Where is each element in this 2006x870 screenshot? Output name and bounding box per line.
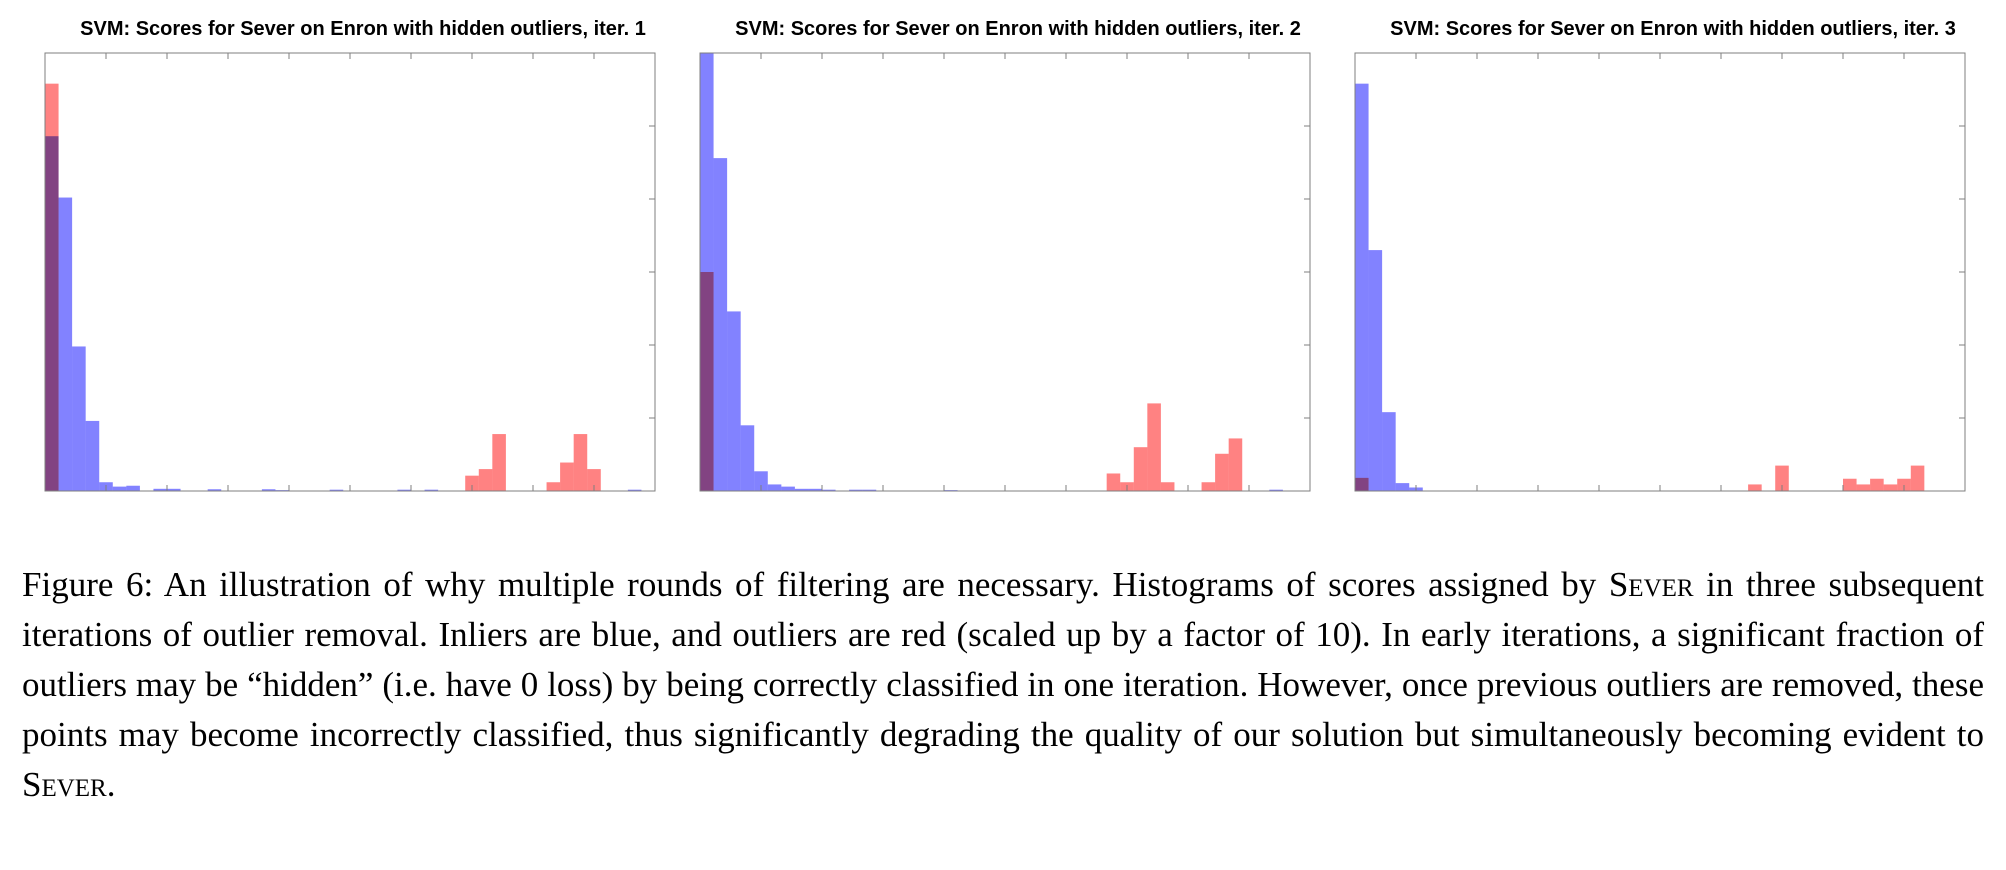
histogram-chart [699,52,1311,492]
inlier-bar [1395,483,1410,491]
outlier-bar [1856,484,1871,491]
caption-sever-name: Sever [1608,565,1694,604]
inlier-bar [112,486,127,491]
inlier-bar [849,489,863,491]
chart-title: SVM: Scores for Sever on Enron with hidd… [735,18,1301,40]
inlier-bar [397,489,411,491]
histogram-panel-1: SVM: Scores for Sever on Enron with hidd… [38,18,688,498]
inlier-bar [1355,83,1369,491]
inlier-bar [1368,250,1383,491]
outlier-bar [1910,465,1925,491]
inlier-bar [727,311,741,491]
outlier-bar [560,462,574,491]
histogram-chart [44,52,656,492]
inlier-bar [808,488,822,491]
caption-middle: in three subsequent iterations of outlie… [22,565,1984,754]
caption-sever-name: Sever [22,765,107,804]
inlier-bar [754,471,768,491]
inlier-bar [167,488,181,491]
inlier-bar [862,489,877,491]
outlier-bar [1843,478,1857,491]
inlier-bar [627,489,642,491]
outlier-bar [1215,453,1229,491]
histogram-panel-3: SVM: Scores for Sever on Enron with hidd… [1348,18,1998,498]
histogram-chart [1354,52,1966,492]
outlier-bar [1160,482,1175,491]
plot-frame [1354,52,1966,492]
figure-caption: Figure 6: An illustration of why multipl… [22,560,1984,810]
outlier-bar [546,482,561,491]
inlier-bar [713,158,728,491]
caption-prefix: Figure 6: An illustration of why multipl… [22,565,1609,604]
outlier-bar [700,272,714,491]
outlier-bar [1228,438,1243,491]
outlier-bar [1201,482,1216,491]
inlier-bar [153,488,167,491]
outlier-bar [492,434,506,491]
outlier-bar [1106,473,1121,491]
inlier-bar [261,489,276,491]
outlier-bar [1883,484,1898,491]
inlier-bar [781,486,795,491]
histogram-panel-2: SVM: Scores for Sever on Enron with hidd… [693,18,1343,498]
inlier-bar [794,488,809,491]
inlier-bar [207,489,222,491]
outlier-bar [573,434,588,491]
chart-title: SVM: Scores for Sever on Enron with hidd… [1390,18,1956,40]
outlier-bar [1870,478,1884,491]
inlier-bar [1382,412,1396,491]
outlier-bar [1355,477,1369,491]
outlier-bar [45,83,59,491]
outlier-bar [1147,403,1161,491]
inlier-bar [58,197,73,492]
inlier-bar [424,489,439,491]
inlier-bar [1269,489,1283,491]
chart-title: SVM: Scores for Sever on Enron with hidd… [80,18,646,40]
outlier-bar [587,469,601,491]
inlier-bar [72,346,86,491]
inlier-bar [767,484,782,491]
inlier-bar [740,425,755,491]
outlier-bar [1133,447,1148,491]
outlier-bar [478,469,493,491]
outlier-bar [1775,465,1789,491]
outlier-bar [465,475,479,491]
inlier-bar [329,489,344,491]
outlier-bar [1897,478,1911,491]
inlier-bar [85,420,100,491]
inlier-bar [822,489,836,491]
plot-frame [699,52,1311,492]
inlier-bar [126,485,140,491]
caption-suffix: . [106,765,116,804]
outlier-bar [1748,484,1762,491]
plot-frame [44,52,656,492]
